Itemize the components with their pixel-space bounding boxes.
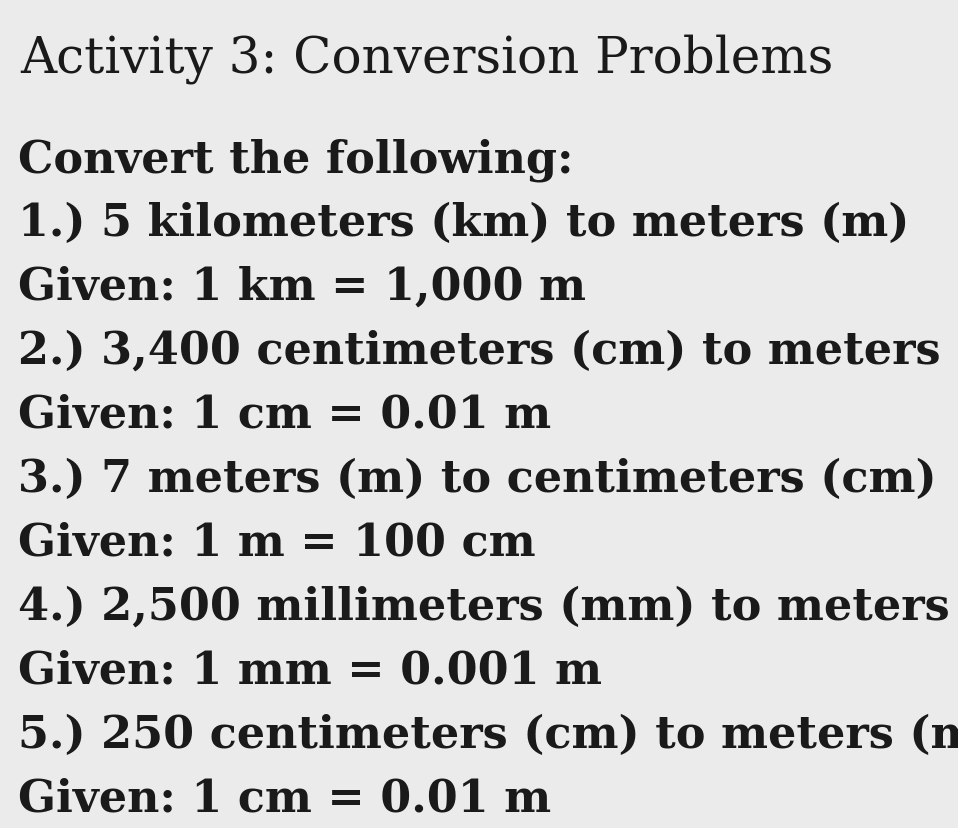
Text: Given: 1 km = 1,000 m: Given: 1 km = 1,000 m xyxy=(18,266,586,309)
Text: 4.) 2,500 millimeters (mm) to meters (m): 4.) 2,500 millimeters (mm) to meters (m) xyxy=(18,585,958,628)
Text: Given: 1 mm = 0.001 m: Given: 1 mm = 0.001 m xyxy=(18,649,602,692)
Text: 1.) 5 kilometers (km) to meters (m): 1.) 5 kilometers (km) to meters (m) xyxy=(18,202,909,245)
Text: Activity 3: Conversion Problems: Activity 3: Conversion Problems xyxy=(20,34,833,84)
Text: Convert the following:: Convert the following: xyxy=(18,139,574,182)
Text: 5.) 250 centimeters (cm) to meters (m): 5.) 250 centimeters (cm) to meters (m) xyxy=(18,713,958,756)
Text: Given: 1 cm = 0.01 m: Given: 1 cm = 0.01 m xyxy=(18,777,551,820)
Text: Given: 1 m = 100 cm: Given: 1 m = 100 cm xyxy=(18,522,536,565)
Text: 3.) 7 meters (m) to centimeters (cm): 3.) 7 meters (m) to centimeters (cm) xyxy=(18,457,937,500)
Text: 2.) 3,400 centimeters (cm) to meters (m): 2.) 3,400 centimeters (cm) to meters (m) xyxy=(18,330,958,373)
Text: Given: 1 cm = 0.01 m: Given: 1 cm = 0.01 m xyxy=(18,393,551,436)
